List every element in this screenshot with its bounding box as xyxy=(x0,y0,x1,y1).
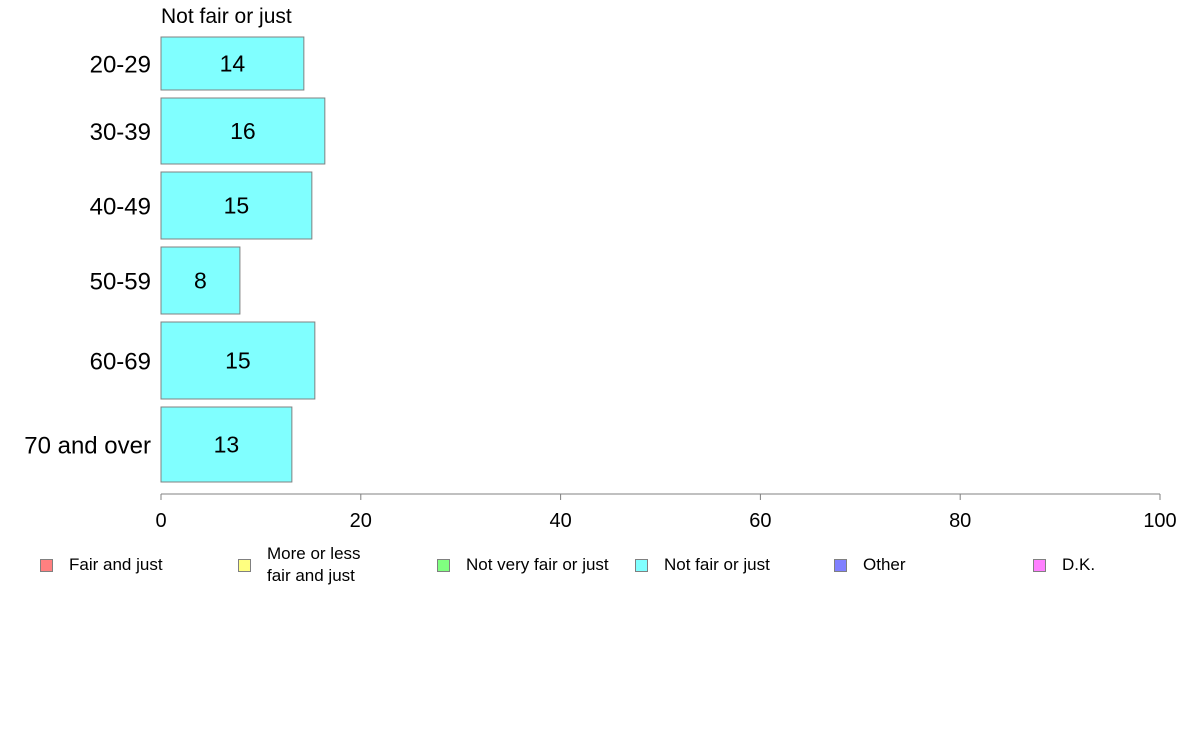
category-label: 40-49 xyxy=(90,194,151,221)
legend-swatch xyxy=(1033,558,1046,572)
bar xyxy=(160,321,316,400)
legend-label: Not very fair or just xyxy=(466,555,609,574)
chart-legend: Fair and just More or less fair and just N… xyxy=(0,540,1188,600)
category-label: 60-69 xyxy=(90,349,151,376)
data-label: 8 xyxy=(194,268,207,294)
bar xyxy=(160,171,313,240)
bar xyxy=(160,36,305,91)
legend-label: Other xyxy=(863,555,906,574)
legend-label: Fair and just xyxy=(69,555,163,574)
legend-swatch xyxy=(635,558,648,572)
legend-item: Other xyxy=(834,554,906,576)
bar xyxy=(160,246,241,315)
data-label: 14 xyxy=(220,51,246,77)
x-tick-label: 60 xyxy=(749,510,771,532)
data-label: 16 xyxy=(230,118,256,144)
category-label: 50-59 xyxy=(90,269,151,296)
category-label: 30-39 xyxy=(90,119,151,146)
legend-label: D.K. xyxy=(1062,555,1096,574)
data-label: 13 xyxy=(214,432,240,458)
x-tick-label: 100 xyxy=(1143,510,1176,532)
category-label: 70 and over xyxy=(24,433,151,460)
legend-item: D.K. xyxy=(1033,554,1095,576)
x-tick-label: 0 xyxy=(155,510,166,532)
legend-label: More or less fair and just xyxy=(267,544,361,585)
legend-item: Not fair or just xyxy=(635,554,770,576)
data-label: 15 xyxy=(225,348,251,374)
x-tick-label: 20 xyxy=(350,510,372,532)
legend-swatch xyxy=(238,558,251,572)
x-tick-label: 40 xyxy=(549,510,571,532)
legend-item: Not very fair or just xyxy=(437,554,609,576)
bar xyxy=(160,406,293,483)
category-label: 20-29 xyxy=(90,52,151,79)
x-tick-label: 80 xyxy=(949,510,971,532)
legend-label: Not fair or just xyxy=(664,555,770,574)
legend-item: Fair and just xyxy=(40,554,163,576)
chart-title: Not fair or just xyxy=(161,5,292,28)
legend-swatch xyxy=(437,558,450,572)
legend-swatch xyxy=(834,558,847,572)
legend-swatch xyxy=(40,558,53,572)
data-label: 15 xyxy=(224,193,250,219)
bar xyxy=(160,97,326,165)
legend-item: More or less fair and just xyxy=(238,543,361,587)
